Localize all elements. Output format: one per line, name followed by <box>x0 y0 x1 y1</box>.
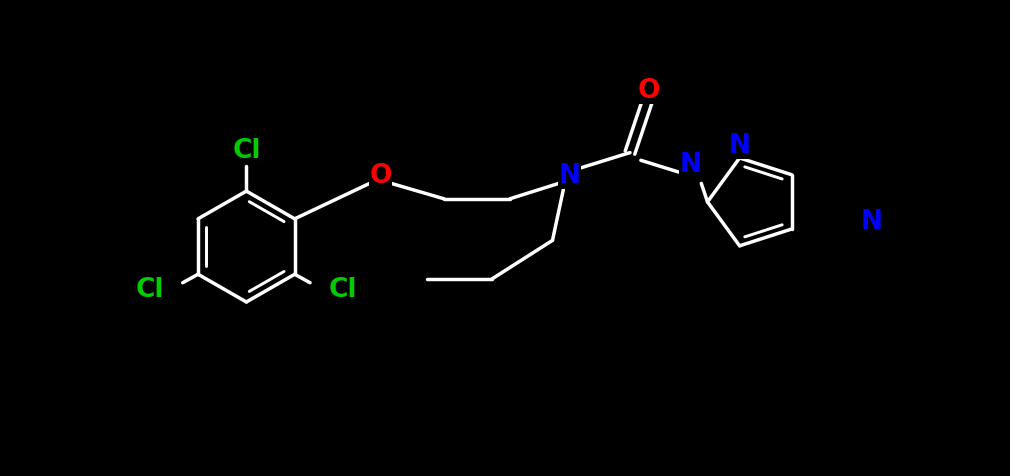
Text: N: N <box>861 209 883 235</box>
Text: Cl: Cl <box>232 138 261 164</box>
Text: N: N <box>680 152 702 178</box>
Text: N: N <box>728 133 750 159</box>
Text: N: N <box>559 163 581 188</box>
Text: Cl: Cl <box>135 277 164 303</box>
Text: O: O <box>370 163 392 188</box>
Text: Cl: Cl <box>329 277 358 303</box>
Text: O: O <box>637 78 660 104</box>
